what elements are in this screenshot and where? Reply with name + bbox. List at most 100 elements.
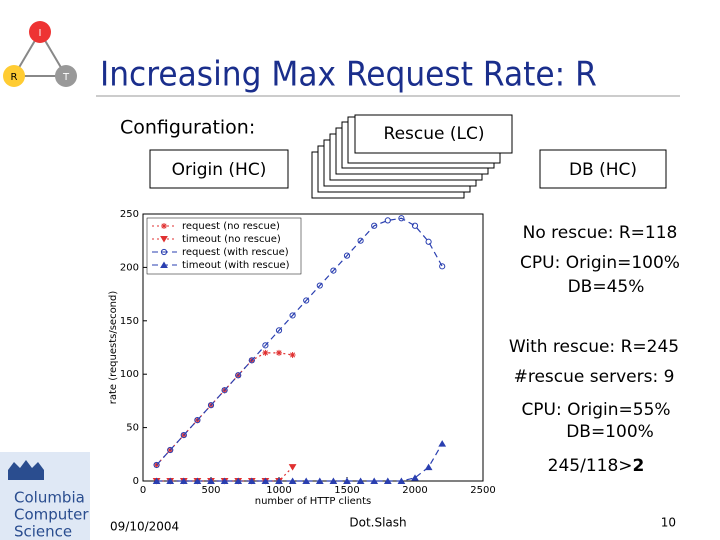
- y-tick-label: 0: [133, 476, 139, 487]
- note: DB=45%: [568, 277, 645, 297]
- marker: [262, 349, 269, 356]
- marker: [371, 222, 378, 229]
- marker: [275, 327, 283, 334]
- ratio-text: 245/118>: [548, 456, 633, 476]
- marker: [356, 477, 365, 484]
- logo-text: Science: [14, 523, 72, 540]
- marker: [180, 431, 187, 439]
- marker: [411, 222, 419, 229]
- box-label: DB (HC): [569, 160, 637, 180]
- legend-marker: [160, 248, 168, 256]
- marker: [384, 217, 391, 224]
- legend-marker: [161, 223, 167, 229]
- y-tick-label: 150: [120, 316, 139, 327]
- marker: [193, 477, 202, 484]
- marker: [397, 477, 406, 484]
- marker: [275, 477, 283, 484]
- marker: [425, 238, 432, 245]
- marker: [288, 477, 297, 484]
- legend-marker: [160, 236, 168, 243]
- ratio: 245/118>2: [548, 456, 645, 476]
- series-line: [156, 217, 443, 466]
- marker: [194, 417, 201, 424]
- note: CPU: Origin=100%: [520, 253, 680, 273]
- x-tick-label: 2000: [402, 485, 427, 496]
- marker: [329, 477, 338, 484]
- config-label: Configuration:: [120, 117, 255, 139]
- icon: I R T: [3, 21, 77, 87]
- x-tick-label: 2500: [470, 485, 495, 496]
- marker: [343, 252, 351, 259]
- series-line: [156, 443, 443, 482]
- logo-crown: [8, 460, 44, 480]
- legend-label: timeout (no rescue): [182, 234, 281, 245]
- marker: [235, 372, 242, 379]
- y-tick-label: 250: [120, 209, 139, 220]
- stack: [311, 114, 513, 199]
- marker: [247, 477, 256, 484]
- marker: [153, 461, 160, 469]
- marker: [439, 263, 446, 270]
- legend-label: request (with rescue): [182, 247, 289, 258]
- footer-center: Dot.Slash: [349, 516, 406, 530]
- marker: [330, 267, 337, 274]
- icon-label: I: [39, 28, 42, 39]
- marker: [261, 477, 270, 484]
- marker: [370, 477, 379, 484]
- icon-label: T: [62, 72, 70, 83]
- marker: [221, 387, 228, 394]
- box-label: Origin (HC): [172, 160, 267, 180]
- marker: [411, 474, 419, 481]
- marker: [167, 446, 174, 454]
- logo-text: Computer: [14, 506, 89, 524]
- chart: 0 500 1000 1500 2000 2500 0 50 100 150 200 250 numbe…: [108, 209, 496, 507]
- marker: [262, 342, 269, 349]
- legend-label: request (no rescue): [182, 221, 280, 232]
- note: DB=100%: [566, 422, 654, 442]
- marker: [424, 463, 433, 471]
- note: CPU: Origin=55%: [521, 400, 670, 420]
- marker: [276, 349, 282, 356]
- legend-label: timeout (with rescue): [182, 260, 290, 271]
- slide-title: Increasing Max Request Rate: R: [100, 54, 597, 94]
- marker: [316, 282, 323, 289]
- marker: [398, 215, 405, 222]
- marker: [289, 312, 296, 319]
- marker: [248, 357, 255, 364]
- marker: [220, 477, 229, 484]
- y-axis-label: rate (requests/second): [108, 291, 119, 405]
- marker: [315, 477, 324, 484]
- x-axis-label: number of HTTP clients: [255, 496, 371, 507]
- x-tick-label: 500: [201, 485, 220, 496]
- icon-label: R: [11, 72, 18, 83]
- x-tick-label: 1500: [334, 485, 359, 496]
- marker: [234, 477, 243, 484]
- marker: [357, 237, 364, 244]
- x-tick-label: 0: [140, 485, 146, 496]
- marker: [207, 402, 215, 409]
- marker: [179, 477, 188, 484]
- note: With rescue: R=245: [509, 337, 679, 357]
- marker: [383, 477, 392, 484]
- marker: [302, 477, 311, 484]
- x-tick-label: 1000: [266, 485, 291, 496]
- marker: [438, 440, 447, 447]
- box-label: Rescue (LC): [384, 124, 485, 144]
- marker: [289, 351, 296, 358]
- marker: [303, 297, 310, 304]
- y-tick-label: 200: [120, 262, 139, 273]
- marker: [166, 477, 175, 484]
- logo-text: Columbia: [14, 489, 85, 507]
- marker: [343, 477, 351, 484]
- marker: [152, 477, 161, 484]
- note: #rescue servers: 9: [514, 367, 675, 387]
- box: [539, 149, 667, 189]
- marker: [207, 477, 215, 484]
- legend-marker: [160, 261, 168, 268]
- note: No rescue: R=118: [523, 223, 678, 243]
- marker: [288, 464, 297, 471]
- ratio-bold: 2: [633, 456, 645, 476]
- footer-page: 10: [661, 516, 676, 530]
- footer-date: 09/10/2004: [110, 520, 179, 534]
